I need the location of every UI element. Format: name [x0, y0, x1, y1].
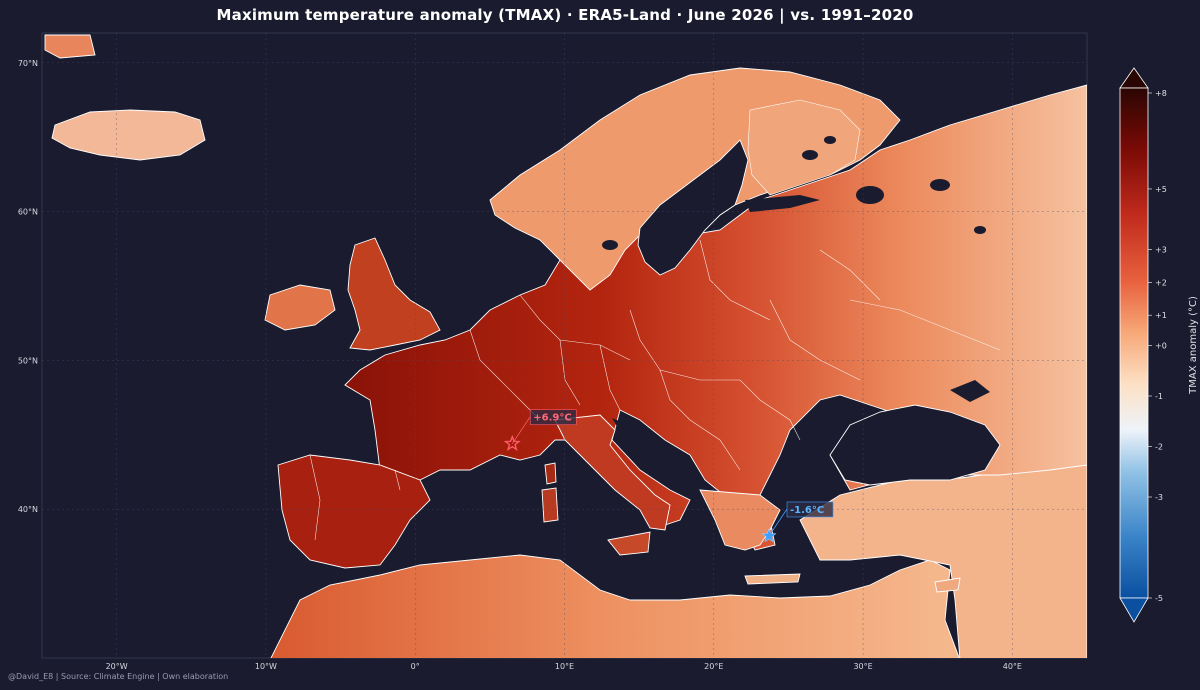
colorbar-tick-label: +8: [1155, 89, 1167, 98]
latitude-label: 50°N: [18, 356, 38, 365]
colorbar-tick-label: -1: [1155, 392, 1163, 401]
hot-extreme-callout: +6.9°C: [503, 409, 577, 452]
colorbar-top-arrow: [1119, 67, 1149, 89]
colorbar-tick-label: -5: [1155, 594, 1163, 603]
north-africa-land: [270, 554, 960, 658]
colorbar: +8 +5 +3 +2 +1 +0 -1 -2 -3 -5 TMAX anomaly (°C): [1119, 67, 1199, 623]
ireland-land: [264, 284, 336, 331]
latitude-label: 70°N: [18, 59, 38, 68]
colorbar-tick-label: +5: [1155, 185, 1167, 194]
colorbar-tick-label: -2: [1155, 443, 1163, 452]
baltic-sea: [637, 139, 749, 276]
longitude-label: 10°W: [255, 662, 277, 671]
colorbar-ticks: +8 +5 +3 +2 +1 +0 -1 -2 -3 -5: [1148, 89, 1167, 603]
hot-label-box: [529, 409, 577, 426]
corsica-land: [544, 462, 557, 485]
cold-anomaly-label: -1.6°C: [790, 505, 824, 516]
northern-islands-land: [44, 34, 96, 59]
cold-leader-line: [768, 508, 788, 537]
finland-land: [747, 99, 861, 196]
colorbar-label: TMAX anomaly (°C): [1188, 296, 1199, 395]
latitude-label: 60°N: [18, 208, 38, 217]
latitude-labels: 70°N 60°N 50°N 40°N: [18, 59, 38, 514]
map-title: Maximum temperature anomaly (TMAX) · ERA…: [216, 6, 914, 24]
hot-anomaly-label: +6.9°C: [533, 413, 571, 424]
colorbar-bottom-arrow: [1119, 597, 1149, 623]
latitude-label: 40°N: [18, 505, 38, 514]
sea-of-azov: [950, 380, 990, 402]
hot-star-marker: [503, 434, 521, 452]
gridlines: [42, 33, 1087, 658]
source-credit: @David_E8 | Source: Climate Engine | Own…: [8, 672, 229, 681]
cold-label-box: [786, 501, 834, 518]
adriatic-sea: [612, 418, 690, 485]
colorbar-tick-label: +3: [1155, 246, 1167, 255]
cyprus-land: [934, 577, 961, 593]
sicily-land: [607, 531, 651, 556]
country-borders: [309, 239, 1001, 541]
colorbar-tick-label: +1: [1155, 311, 1167, 320]
iceland-land: [51, 109, 206, 161]
great-britain-land: [347, 237, 441, 351]
crete-land: [744, 573, 801, 585]
longitude-label: 30°E: [853, 662, 872, 671]
sardinia-land: [541, 487, 559, 523]
colorbar-tick-label: +0: [1155, 342, 1167, 351]
longitude-label: 20°E: [704, 662, 723, 671]
cold-extreme-callout: -1.6°C: [761, 501, 834, 543]
longitude-label: 10°E: [555, 662, 574, 671]
land-layer: [44, 34, 1087, 658]
colorbar-tick-label: +2: [1155, 278, 1167, 287]
longitude-labels: 20°W 10°W 0° 10°E 20°E 30°E 40°E: [106, 662, 1022, 671]
colorbar-tick-label: -3: [1155, 493, 1163, 502]
black-sea: [829, 404, 1001, 486]
longitude-label: 20°W: [106, 662, 128, 671]
longitude-label: 40°E: [1003, 662, 1022, 671]
longitude-label: 0°: [411, 662, 420, 671]
italy-land: [554, 414, 671, 531]
gulf-of-finland: [745, 195, 820, 212]
colorbar-ramp: [1119, 87, 1149, 599]
hot-leader-line: [511, 416, 531, 444]
greece-land: [699, 489, 781, 551]
